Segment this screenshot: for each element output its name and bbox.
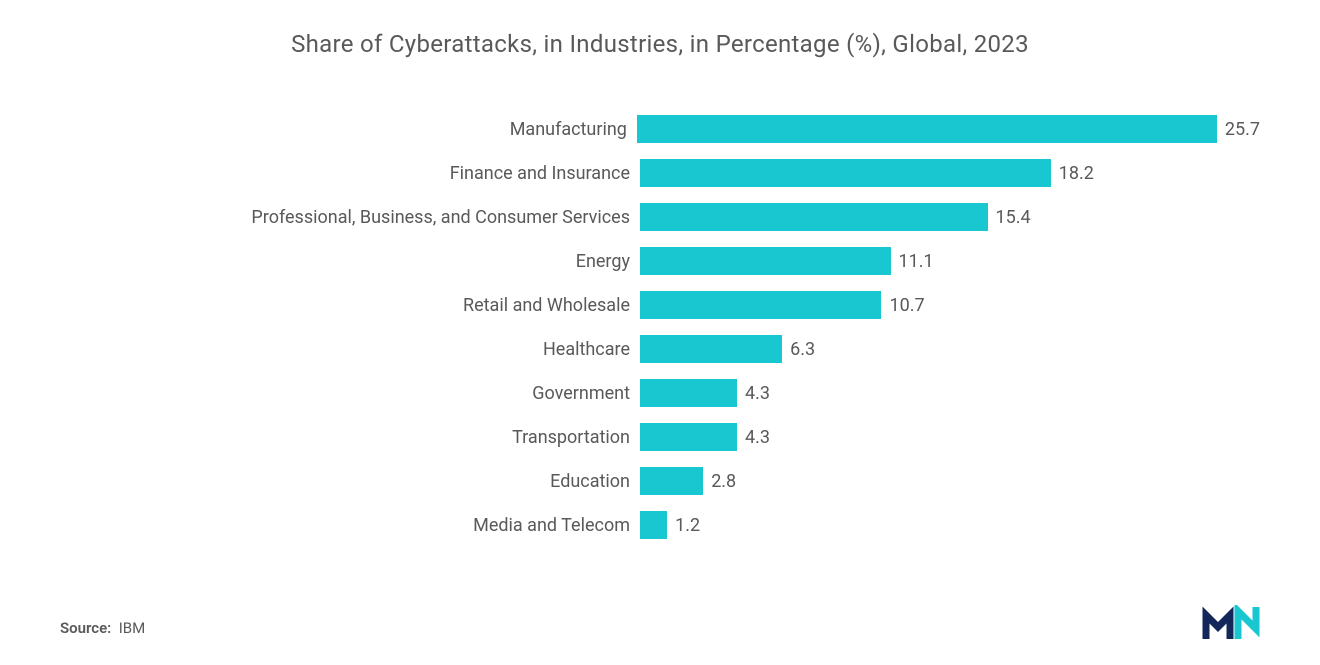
value-label: 4.3 [745,427,770,448]
chart-row: Energy 11.1 [60,240,1260,282]
bar-wrap: 25.7 [637,115,1260,143]
bar-wrap: 15.4 [640,203,1260,231]
bar-wrap: 11.1 [640,247,1260,275]
value-label: 25.7 [1225,119,1260,140]
value-label: 2.8 [711,471,736,492]
value-label: 15.4 [996,207,1031,228]
source-label: Source: [60,619,111,637]
bar [640,423,737,451]
bar [640,379,737,407]
bar-wrap: 4.3 [640,423,1260,451]
chart-row: Finance and Insurance 18.2 [60,152,1260,194]
category-label: Energy [60,251,640,272]
bar-wrap: 1.2 [640,511,1260,539]
source-attribution: Source: IBM [60,619,145,637]
bar-wrap: 2.8 [640,467,1260,495]
category-label: Professional, Business, and Consumer Ser… [60,207,640,228]
brand-logo-icon [1200,605,1270,645]
bar [640,159,1051,187]
chart-title: Share of Cyberattacks, in Industries, in… [60,30,1260,58]
bar-wrap: 18.2 [640,159,1260,187]
bar-wrap: 6.3 [640,335,1260,363]
chart-row: Government 4.3 [60,372,1260,414]
value-label: 18.2 [1059,163,1094,184]
category-label: Retail and Wholesale [60,295,640,316]
category-label: Manufacturing [60,119,637,140]
bar [640,467,703,495]
chart-row: Manufacturing 25.7 [60,108,1260,150]
bar-wrap: 10.7 [640,291,1260,319]
bar-wrap: 4.3 [640,379,1260,407]
category-label: Government [60,383,640,404]
chart-row: Transportation 4.3 [60,416,1260,458]
category-label: Transportation [60,427,640,448]
chart-row: Media and Telecom 1.2 [60,504,1260,546]
category-label: Finance and Insurance [60,163,640,184]
chart-row: Education 2.8 [60,460,1260,502]
category-label: Healthcare [60,339,640,360]
value-label: 10.7 [889,295,924,316]
bar-chart: Manufacturing 25.7 Finance and Insurance 18… [60,108,1260,546]
bar [640,335,782,363]
category-label: Media and Telecom [60,515,640,536]
bar [637,115,1217,143]
chart-row: Retail and Wholesale 10.7 [60,284,1260,326]
value-label: 6.3 [790,339,815,360]
value-label: 4.3 [745,383,770,404]
bar [640,247,891,275]
chart-row: Healthcare 6.3 [60,328,1260,370]
bar [640,203,988,231]
value-label: 11.1 [899,251,934,272]
chart-row: Professional, Business, and Consumer Ser… [60,196,1260,238]
bar [640,511,667,539]
source-value: IBM [119,619,146,637]
value-label: 1.2 [675,515,700,536]
category-label: Education [60,471,640,492]
bar [640,291,881,319]
